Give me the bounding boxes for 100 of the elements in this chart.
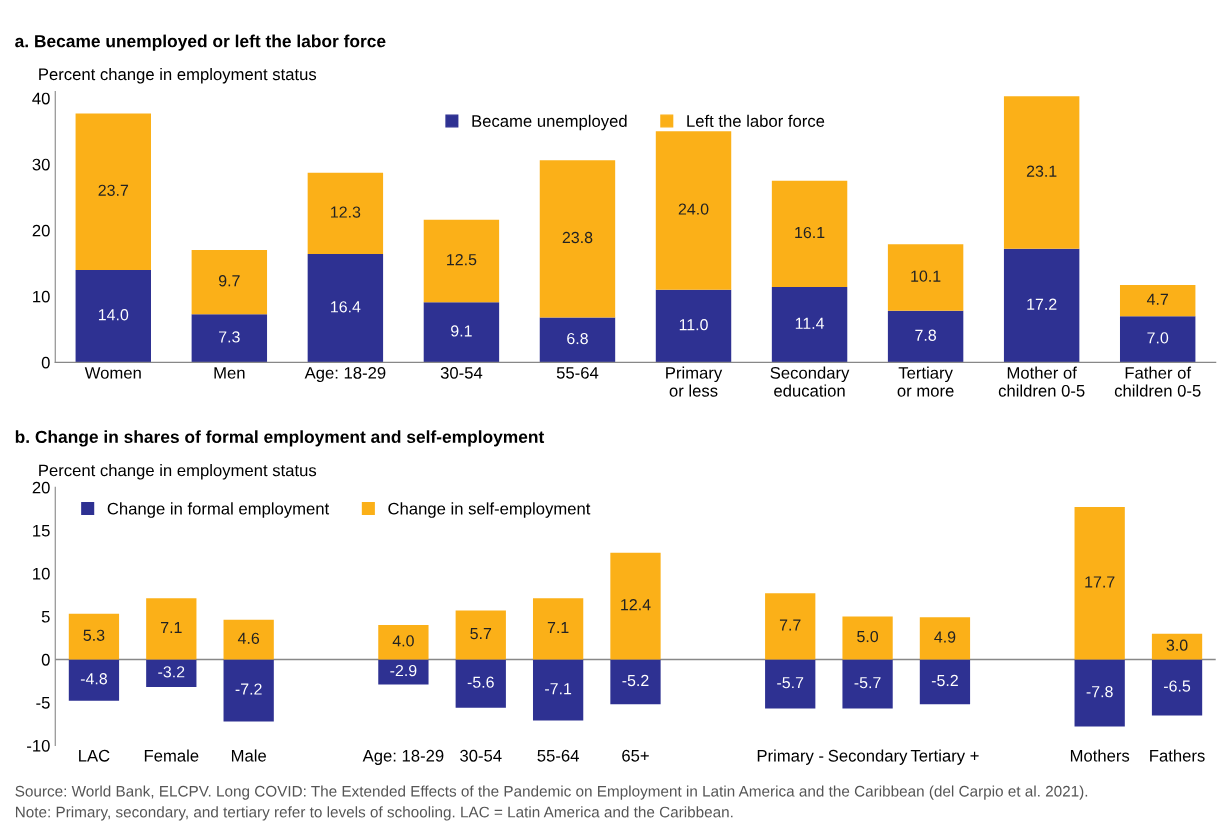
y-tick-label: 5	[41, 610, 50, 623]
bar	[919, 617, 971, 660]
data-label: 7.7	[779, 619, 801, 631]
x-tick-label: LAC	[79, 749, 110, 762]
bar	[191, 250, 268, 315]
text: Note: Primary, secondary, and tertiary refer to levels of schooling. LAC = Latin America and the Caribbean.	[15, 806, 733, 821]
data-label: -5.7	[777, 677, 804, 689]
data-label: 12.4	[621, 599, 651, 611]
data-label: 3.0	[1166, 639, 1188, 651]
bar	[1074, 507, 1125, 660]
x-tick-label: Father of children 0-5	[1114, 366, 1201, 397]
legend-label: Change in self-employment	[388, 502, 591, 518]
bar	[146, 598, 197, 660]
chart-title: a. Became unemployed or left the labor force	[15, 34, 386, 51]
data-label: 11.4	[795, 317, 825, 329]
x-tick-label: Fathers	[1150, 749, 1205, 762]
data-label: 14.0	[98, 309, 129, 321]
data-label: 24.0	[678, 203, 709, 215]
bar	[1119, 316, 1196, 363]
x-tick-label: Age: 18-29	[362, 749, 444, 765]
data-label: 23.7	[98, 184, 129, 196]
data-label: 23.8	[562, 231, 593, 244]
data-label: 4.9	[934, 631, 956, 643]
x-tick-label: 30-54	[440, 366, 483, 379]
data-label: -5.2	[931, 674, 958, 687]
data-label: 16.4	[331, 301, 361, 313]
data-label: 10.1	[911, 270, 941, 282]
data-label: -5.6	[467, 676, 494, 688]
data-label: 23.1	[1026, 165, 1057, 177]
bar	[191, 314, 268, 363]
y-tick-label: -5	[36, 697, 50, 709]
data-label: 12.5	[447, 253, 477, 266]
bar	[75, 269, 151, 363]
data-label: 16.1	[795, 226, 825, 239]
x-tick-label: Primary -	[757, 749, 824, 765]
data-label: -7.1	[545, 683, 572, 695]
bar	[842, 659, 893, 709]
bar	[1119, 285, 1196, 317]
y-tick-label: 20	[32, 224, 50, 237]
bar	[842, 616, 893, 660]
y-tick-label: 10	[33, 290, 50, 303]
bar	[532, 659, 584, 721]
x-tick-label: Primary or less	[666, 366, 723, 397]
bar	[765, 659, 816, 709]
data-label: 9.7	[218, 275, 240, 287]
data-label: 5.3	[83, 629, 105, 641]
data-label: 6.8	[567, 332, 588, 345]
bar	[378, 659, 429, 685]
data-label: 4.7	[1146, 293, 1168, 305]
bar	[887, 310, 964, 363]
y-axis-title: Percent change in employment status	[39, 464, 317, 480]
x-tick-label: Women	[84, 367, 141, 379]
bar	[75, 113, 151, 270]
data-label: -4.8	[80, 673, 108, 685]
data-label: 12.3	[331, 206, 361, 218]
y-tick-label: -10	[27, 739, 50, 752]
x-tick-label: Secondary education	[770, 366, 850, 397]
data-label: 7.1	[547, 622, 569, 634]
chart-title: b. Change in shares of formal employment and self-employment	[15, 430, 545, 447]
x-tick-label: Mothers	[1070, 749, 1130, 762]
y-tick-label: 0	[41, 356, 50, 369]
data-label: -5.2	[622, 674, 649, 687]
bar	[539, 160, 616, 318]
source-note: Source: World Bank, ELCPV. Long COVID: The Extended Effects of the Pandemic on Employment in Latin America and the Caribbean (del Carpio et al. 2021).	[15, 785, 1088, 800]
bar	[423, 302, 500, 363]
bar	[307, 254, 384, 363]
data-label: 4.6	[237, 632, 260, 644]
bar	[610, 659, 661, 705]
x-tick-label: Female	[144, 749, 199, 762]
data-label: 5.7	[470, 628, 492, 640]
bar	[532, 598, 584, 660]
bar	[223, 659, 274, 722]
data-label: 7.1	[161, 622, 182, 634]
data-label: 7.0	[1147, 332, 1169, 344]
bar	[378, 625, 429, 660]
data-label: -5.7	[854, 677, 881, 689]
data-label: -6.5	[1163, 680, 1191, 692]
bar	[655, 289, 732, 363]
x-tick-label: Male	[231, 749, 266, 762]
bar	[655, 131, 732, 290]
x-tick-label: Age: 18-29	[304, 366, 386, 383]
x-tick-label: Tertiary or more	[897, 366, 954, 397]
legend-label: Change in formal employment	[107, 502, 330, 518]
bar	[1074, 659, 1125, 727]
bar	[455, 610, 506, 660]
y-tick-label: 40	[32, 92, 50, 105]
legend-label: Left the labor force	[687, 114, 825, 127]
data-label: 7.8	[915, 329, 937, 341]
x-tick-label: 55-64	[537, 749, 579, 762]
bar	[771, 180, 848, 288]
bar	[1151, 633, 1203, 660]
y-axis-title: Percent change in employment status	[39, 67, 317, 84]
bar	[1003, 96, 1080, 249]
data-label: -7.8	[1086, 686, 1113, 698]
data-label: -7.2	[235, 683, 262, 695]
data-label: 17.2	[1027, 298, 1057, 310]
bar	[1151, 659, 1203, 716]
x-tick-label: Mother of children 0-5	[998, 366, 1085, 397]
y-tick-label: 30	[32, 158, 50, 171]
bar	[68, 659, 120, 701]
